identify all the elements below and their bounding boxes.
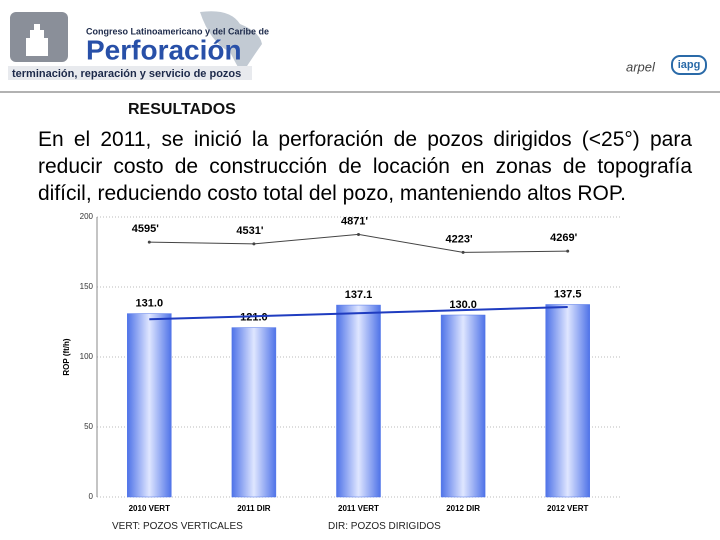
- bar: [127, 313, 172, 498]
- y-axis-title: ROP (ft/h): [62, 338, 71, 376]
- y-tick-label: 200: [80, 212, 94, 221]
- x-tick-label: 2011 VERT: [338, 504, 379, 513]
- logo-iapg-frame: [671, 55, 707, 75]
- bar: [440, 314, 486, 498]
- header-title: Perforación: [86, 34, 242, 65]
- bar: [545, 304, 590, 498]
- header-subtitle: terminación, reparación y servicio de po…: [12, 68, 241, 80]
- depth-line: [149, 233, 568, 253]
- bar-label: 131.0: [136, 298, 164, 310]
- depth-point: [566, 249, 570, 253]
- depth-point: [357, 232, 360, 236]
- bar-label: 137.1: [345, 289, 373, 301]
- bar-label: 130.0: [449, 299, 477, 311]
- logo-silhouette: [26, 24, 48, 56]
- depth-label: 4269': [550, 232, 577, 244]
- map-shape: [200, 11, 262, 74]
- subtitle-band: [8, 66, 252, 80]
- depth-point: [147, 240, 151, 244]
- logo-iapg: iapg: [678, 59, 701, 71]
- x-tick-label: 2012 DIR: [446, 504, 480, 513]
- paragraph: En el 2011, se inició la perforación de …: [38, 128, 692, 205]
- depth-point: [461, 250, 465, 254]
- depth-label: 4223': [446, 233, 473, 245]
- bar: [336, 304, 381, 498]
- y-tick-label: 0: [89, 492, 94, 501]
- congress-text: Congreso Latinoamericano y del Caribe de: [86, 26, 269, 36]
- depth-label: 4531': [236, 225, 263, 237]
- header: Congreso Latinoamericano y del Caribe de…: [0, 11, 720, 93]
- y-tick-label: 50: [84, 422, 93, 431]
- depth-point: [252, 242, 256, 246]
- bar: [231, 327, 277, 498]
- y-tick-label: 100: [80, 352, 94, 361]
- x-tick-label: 2010 VERT: [129, 504, 170, 513]
- footnote: DIR: POZOS DIRIGIDOS: [328, 521, 441, 532]
- x-tick-label: 2012 VERT: [547, 504, 588, 513]
- section-title: RESULTADOS: [128, 101, 236, 118]
- footnote: VERT: POZOS VERTICALES: [112, 521, 243, 532]
- chart: ROP (ft/h) 0 50 100 150 200 2010 VERT 2011 DIR…: [62, 212, 620, 513]
- y-tick-label: 150: [80, 282, 94, 291]
- bar-label: 121.0: [240, 312, 268, 324]
- x-tick-label: 2011 DIR: [237, 504, 271, 513]
- depth-label: 4595': [132, 223, 159, 235]
- bar-label: 137.5: [554, 288, 582, 300]
- depth-label: 4871': [341, 215, 368, 227]
- logo-arpel: arpel: [626, 59, 656, 74]
- trend-line: [149, 305, 568, 321]
